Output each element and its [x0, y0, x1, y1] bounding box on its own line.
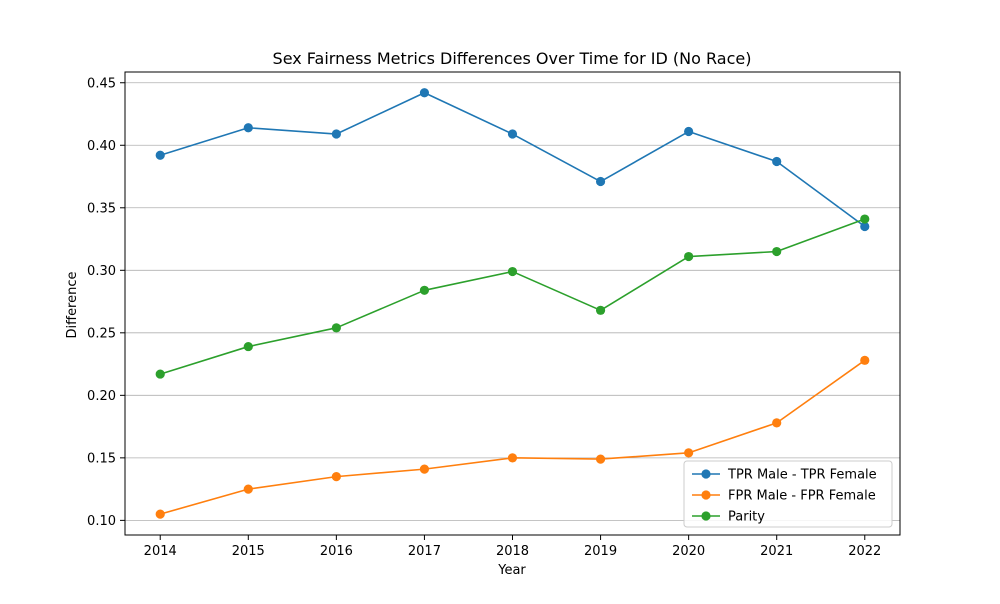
x-axis: 2014 2015 2016 2017 2018 2019 2020 2021 2022	[144, 535, 881, 559]
data-point	[860, 221, 870, 232]
legend-label: Parity	[728, 510, 765, 525]
legend-label: TPR Male - TPR Female	[727, 468, 877, 483]
data-point	[419, 88, 430, 98]
y-axis: 0.10 0.15 0.20 0.25 0.30 0.35 0.40 0.45	[87, 76, 125, 529]
data-point	[155, 150, 165, 160]
y-tick-label: 0.45	[87, 76, 116, 91]
legend-marker	[701, 469, 711, 479]
data-point	[419, 464, 430, 474]
legend-item: Parity	[692, 510, 765, 525]
data-point	[243, 484, 253, 494]
data-point	[331, 323, 341, 333]
x-axis-label: Year	[497, 563, 526, 578]
data-point	[331, 472, 341, 482]
series-1	[155, 88, 870, 232]
y-axis-label: Difference	[65, 271, 80, 338]
plot-series	[155, 88, 870, 519]
data-point	[243, 123, 253, 133]
data-point	[155, 369, 165, 379]
x-tick-label: 2017	[408, 544, 441, 559]
legend-box	[683, 460, 893, 528]
x-tick-label: 2014	[144, 544, 177, 559]
x-tick-label: 2019	[584, 544, 617, 559]
data-point	[507, 129, 518, 139]
y-tick-label: 0.30	[87, 264, 116, 279]
legend-marker	[701, 511, 711, 521]
y-tick-label: 0.20	[87, 389, 116, 404]
data-point	[772, 156, 782, 167]
data-point	[595, 305, 606, 315]
data-point	[507, 453, 518, 463]
data-point	[860, 214, 870, 224]
series-2	[155, 355, 870, 519]
data-point	[595, 454, 606, 464]
x-tick-label: 2018	[496, 544, 529, 559]
data-point	[155, 509, 165, 519]
series-3	[155, 214, 870, 379]
y-tick-label: 0.40	[87, 139, 116, 154]
data-point	[860, 355, 870, 365]
x-tick-label: 2022	[848, 544, 881, 559]
data-point	[684, 126, 694, 137]
data-point	[684, 448, 694, 458]
data-point	[772, 246, 782, 257]
legend-item: FPR Male - FPR Female	[692, 489, 876, 504]
legend-label: FPR Male - FPR Female	[728, 489, 876, 504]
x-tick-label: 2015	[232, 544, 265, 559]
legend-marker	[701, 490, 711, 500]
x-tick-label: 2016	[320, 544, 353, 559]
data-point	[684, 251, 694, 262]
data-point	[507, 266, 518, 277]
x-tick-label: 2020	[672, 544, 705, 559]
legend-item: TPR Male - TPR Female	[692, 468, 877, 483]
y-tick-label: 0.15	[87, 451, 116, 466]
x-tick-label: 2021	[760, 544, 793, 559]
data-point	[419, 285, 430, 295]
legend: TPR Male - TPR Female FPR Male - FPR Fema…	[683, 460, 893, 528]
y-tick-label: 0.35	[87, 201, 116, 216]
data-point	[772, 418, 782, 428]
data-point	[595, 176, 606, 187]
y-tick-label: 0.25	[87, 326, 116, 341]
y-tick-label: 0.10	[87, 514, 116, 529]
data-point	[243, 341, 253, 352]
data-point	[331, 129, 341, 139]
chart-title: Sex Fairness Metrics Differences Over Ti…	[273, 49, 752, 68]
